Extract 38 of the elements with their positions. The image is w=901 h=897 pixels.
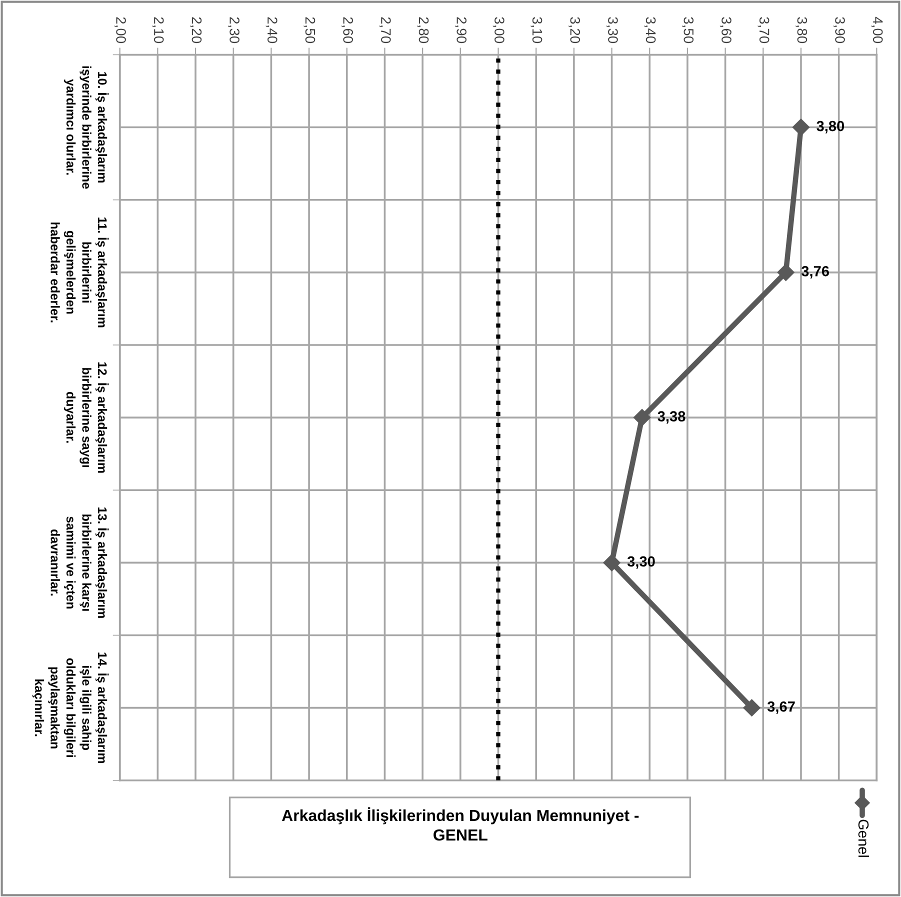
x-tick-label: 2,80 [417,17,429,44]
x-tick-label: 2,60 [342,17,353,44]
y-tick-label: 11. İş arkadaşlarım birbirlerini gelişmelerden haberdar ederler. [50,218,109,328]
data-label: 3,30 [627,556,655,569]
x-tick-label: 2,20 [190,17,202,44]
point [777,264,794,281]
x-tick-label: 2,50 [304,17,316,44]
x-tick-label: 2,30 [228,17,240,44]
x-tick-label: 4,00 [871,16,883,44]
point [603,554,620,572]
x-tick-label: 2,40 [266,17,278,44]
point [634,409,651,426]
x-tick-label: 3,20 [568,17,580,44]
data-label: 3,80 [816,120,844,134]
x-tick-label: 3,40 [644,17,656,44]
x-tick-label: 3,80 [796,17,808,44]
x-tick-label: 3,10 [530,17,542,44]
x-tick-label: 2,10 [152,17,164,44]
y-tick-label: 12. İş arkadaşlarım birbirlerine saygı duyarlar. [64,362,109,473]
data-label: 3,76 [801,266,829,278]
x-tick-label: 2,90 [455,17,467,44]
text: Arkadaşlık İlişkilerinden Duyulan Memnuniyet - GENEL [282,807,639,841]
x-tick-label: 2,00 [114,17,126,44]
point [743,699,760,716]
x-tick-label: 3,50 [682,17,694,44]
point [792,118,810,136]
data-label: 3,38 [658,411,686,424]
y-tick-label: 10. İş arkadaşlarım işyerinde birbirlerine yardımcı olurlar. [64,66,109,189]
x-tick-label: 3,90 [833,17,845,44]
x-tick-label: 3,70 [758,17,770,44]
x-tick-label: 2,70 [379,17,391,44]
x-tick-label: 3,00 [492,17,504,44]
x-tick-label: 3,60 [720,17,732,44]
data-label: 3,67 [767,701,795,714]
y-tick-label: 13. İş arkadaşlarım birbirlerine karşı samimi ve içten davranırlar. [50,508,109,618]
x-tick-label: 3,30 [606,17,618,44]
legend-label: Genel [858,820,870,857]
y-tick-label: 14. İş arkadaşlarım işle ilgili sahip oldukları bilgileri paylaşmaktan kaçınırlar. [32,652,109,763]
